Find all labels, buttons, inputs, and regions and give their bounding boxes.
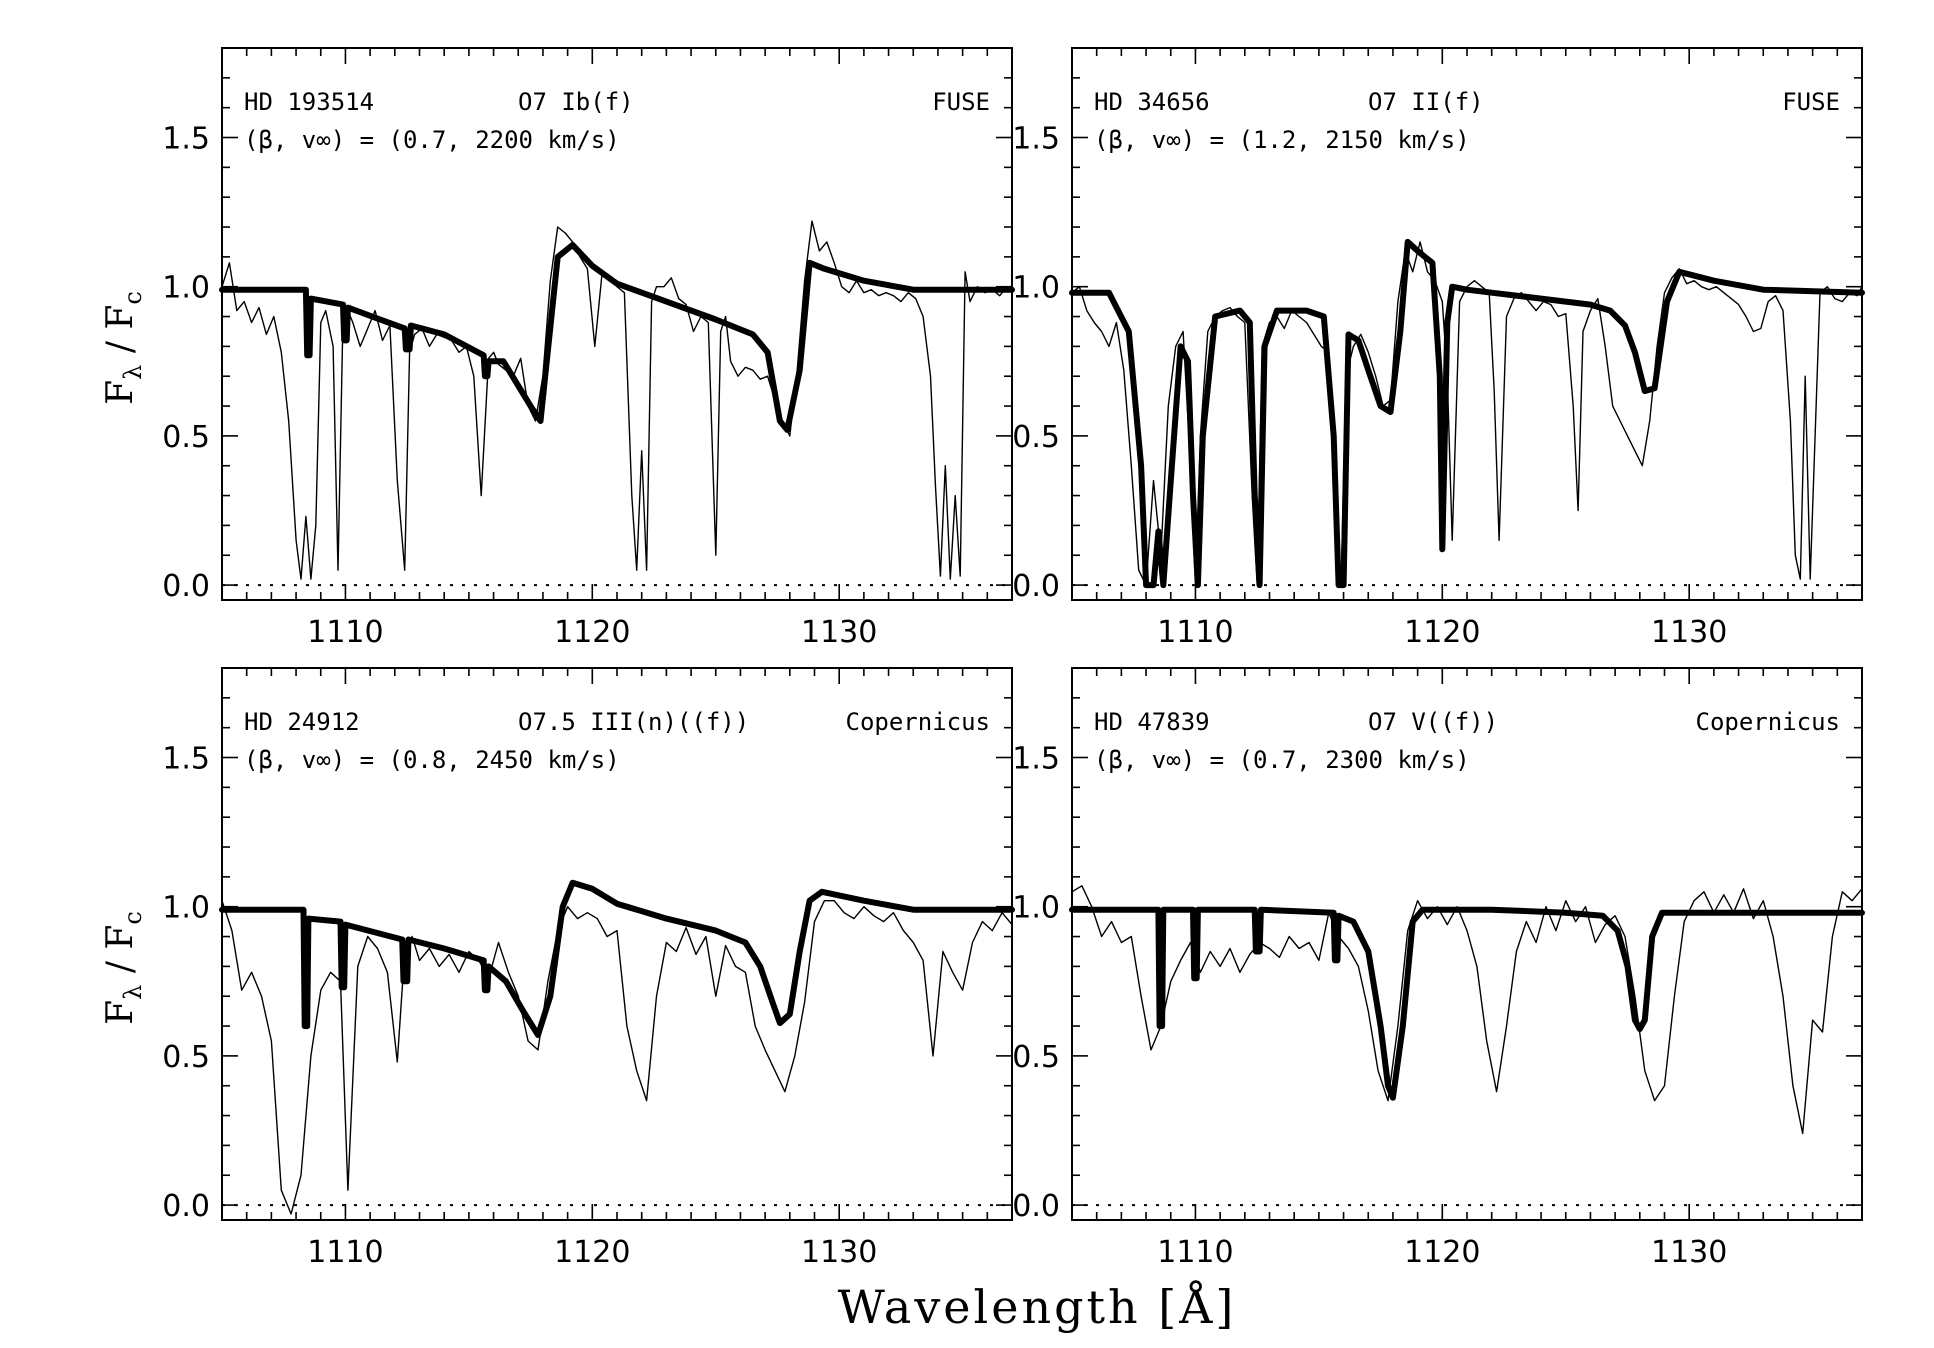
y-label-c: c (119, 911, 147, 924)
y-label-lambda: λ (119, 365, 147, 380)
panel-frame (1071, 667, 1863, 1221)
y-tick-label: 1.5 (162, 742, 210, 777)
wind-params-label: (β, v∞) = (0.7, 2200 km/s) (244, 126, 620, 154)
panel-hd47839: 0.0 0.5 1.0 1.5 1110 1120 1130 HD 47839 O7 V(… (1012, 667, 1865, 1270)
y-label-flux: F (100, 1000, 141, 1025)
x-tick-labels: 1110 1120 1130 (307, 615, 877, 650)
panel-hd34656: 0.0 0.5 1.0 1.5 1110 1120 1130 HD 34656 O7 II… (1012, 47, 1865, 650)
y-tick-label: 0.5 (1012, 1040, 1060, 1075)
wind-params-prefix: (β, v∞) = (244, 746, 389, 774)
model-spectrum-line (1069, 238, 1865, 589)
x-tick-labels: 1110 1120 1130 (307, 1235, 877, 1270)
y-tick-label: 0.0 (162, 1189, 210, 1224)
instrument-label: FUSE (932, 88, 990, 116)
y-label-c: c (119, 291, 147, 304)
panel-frame (1071, 47, 1863, 601)
wind-params-value: (1.2, 2150 km/s) (1239, 126, 1470, 154)
y-tick-label: 0.0 (1012, 569, 1060, 604)
model-spectrum-line (219, 241, 1015, 433)
observed-spectrum-line (221, 900, 1013, 1215)
y-label-lambda: λ (119, 985, 147, 1000)
y-tick-label: 1.0 (1012, 271, 1060, 306)
y-tick-label: 1.5 (1012, 742, 1060, 777)
model-spectrum-line (219, 879, 1015, 1038)
wind-params-label: (β, v∞) = (0.8, 2450 km/s) (244, 746, 620, 774)
x-tick-label: 1130 (801, 1235, 877, 1270)
instrument-label: Copernicus (1696, 708, 1841, 736)
panel-hd193514: 0.0 0.5 1.0 1.5 1110 1120 1130 HD 193514 O7 I… (162, 47, 1015, 650)
star-name-label: HD 24912 (244, 708, 360, 736)
x-tick-labels: 1110 1120 1130 (1157, 615, 1727, 650)
panel-hd24912: 0.0 0.5 1.0 1.5 1110 1120 1130 HD 24912 O7.5 … (162, 667, 1015, 1270)
x-tick-label: 1130 (1651, 615, 1727, 650)
y-axis-label-bottom: Fλ / Fc (100, 911, 147, 1025)
y-tick-label: 1.5 (162, 122, 210, 157)
x-tick-label: 1120 (554, 1235, 630, 1270)
y-label-slash: / (100, 950, 141, 985)
observed-spectrum-line (1071, 241, 1863, 586)
wind-params-prefix: (β, v∞) = (1094, 126, 1239, 154)
x-tick-label: 1110 (1157, 615, 1233, 650)
svg-text:Fλ / Fc: Fλ / Fc (100, 291, 147, 405)
y-tick-label: 1.0 (162, 271, 210, 306)
x-tick-label: 1120 (1404, 615, 1480, 650)
y-axis-label-top: Fλ / Fc (100, 291, 147, 405)
wind-params-label: (β, v∞) = (0.7, 2300 km/s) (1094, 746, 1470, 774)
observed-spectrum-line (221, 220, 1013, 580)
y-tick-labels: 0.0 0.5 1.0 1.5 (1012, 742, 1060, 1225)
y-tick-labels: 0.0 0.5 1.0 1.5 (162, 122, 210, 605)
y-tick-label: 0.0 (162, 569, 210, 604)
spectral-type-label: O7 Ib(f) (518, 88, 634, 116)
y-tick-label: 0.0 (1012, 1189, 1060, 1224)
instrument-label: FUSE (1782, 88, 1840, 116)
y-tick-labels: 0.0 0.5 1.0 1.5 (1012, 122, 1060, 605)
y-tick-label: 1.5 (1012, 122, 1060, 157)
x-tick-label: 1120 (1404, 1235, 1480, 1270)
wind-params-value: (0.7, 2200 km/s) (389, 126, 620, 154)
wind-params-value: (0.8, 2450 km/s) (389, 746, 620, 774)
y-tick-label: 0.5 (1012, 420, 1060, 455)
y-tick-labels: 0.0 0.5 1.0 1.5 (162, 742, 210, 1225)
y-label-flux-c: F (100, 305, 141, 330)
x-tick-label: 1110 (307, 615, 383, 650)
x-tick-label: 1120 (554, 615, 630, 650)
spectral-type-label: O7.5 III(n)((f)) (518, 708, 749, 736)
wind-params-prefix: (β, v∞) = (1094, 746, 1239, 774)
panel-frame (221, 667, 1013, 1221)
wind-params-label: (β, v∞) = (1.2, 2150 km/s) (1094, 126, 1470, 154)
x-tick-label: 1130 (1651, 1235, 1727, 1270)
x-tick-label: 1110 (307, 1235, 383, 1270)
spectral-type-label: O7 II(f) (1368, 88, 1484, 116)
panel-ticks (221, 668, 1013, 1220)
x-tick-label: 1110 (1157, 1235, 1233, 1270)
spectral-type-label: O7 V((f)) (1368, 708, 1498, 736)
y-tick-label: 1.0 (162, 891, 210, 926)
y-tick-label: 0.5 (162, 1040, 210, 1075)
x-axis-label: Wavelength [Å] (838, 1279, 1237, 1334)
wind-params-prefix: (β, v∞) = (244, 126, 389, 154)
panel-frame (221, 47, 1013, 601)
star-name-label: HD 34656 (1094, 88, 1210, 116)
wind-params-value: (0.7, 2300 km/s) (1239, 746, 1470, 774)
x-tick-label: 1130 (801, 615, 877, 650)
y-label-flux: F (100, 380, 141, 405)
star-name-label: HD 193514 (244, 88, 374, 116)
observed-spectrum-line (1071, 885, 1863, 1135)
instrument-label: Copernicus (846, 708, 991, 736)
y-tick-label: 1.0 (1012, 891, 1060, 926)
y-tick-label: 0.5 (162, 420, 210, 455)
svg-text:Fλ / Fc: Fλ / Fc (100, 911, 147, 1025)
y-label-slash: / (100, 330, 141, 365)
model-spectrum-line (1069, 906, 1865, 1101)
star-name-label: HD 47839 (1094, 708, 1210, 736)
x-tick-labels: 1110 1120 1130 (1157, 1235, 1727, 1270)
y-label-flux-c: F (100, 925, 141, 950)
panel-ticks (221, 48, 1013, 600)
